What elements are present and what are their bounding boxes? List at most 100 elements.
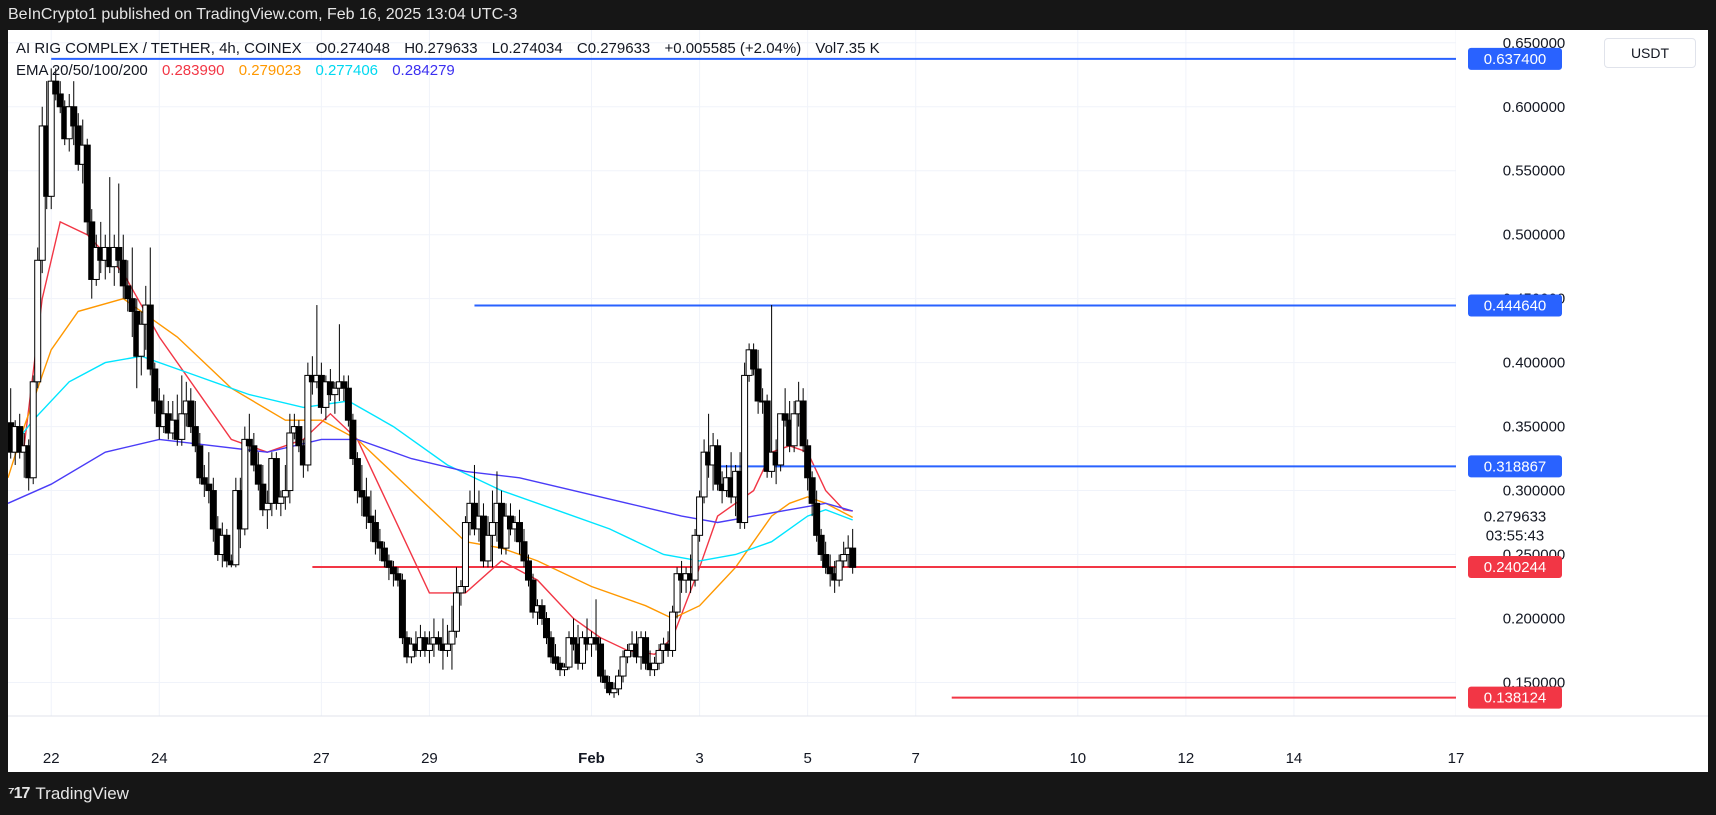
candle-body — [254, 464, 262, 485]
candle-body — [83, 144, 91, 223]
candle — [47, 68, 55, 210]
footer-brand[interactable]: TradingView — [35, 784, 129, 803]
candle-body — [389, 566, 397, 575]
level-price-tag — [1468, 555, 1562, 578]
candle-body — [673, 573, 681, 613]
candle — [691, 528, 699, 587]
candle — [304, 362, 312, 472]
legend-close: C0.279633 — [576, 40, 651, 57]
candle — [196, 432, 204, 485]
y-tick-label: 0.600000 — [1503, 99, 1566, 116]
candle — [83, 138, 91, 235]
candle-body — [754, 368, 762, 402]
level-price-tag — [1468, 294, 1562, 317]
x-tick-label: 7 — [912, 750, 920, 767]
legend-ema100-value: 0.277406 — [315, 62, 379, 79]
candle-body — [259, 483, 267, 511]
candle-body — [597, 643, 605, 677]
candle — [389, 560, 397, 587]
footer-bar: ⁷17 TradingView — [0, 772, 1716, 815]
candle — [538, 599, 546, 625]
candle-body — [714, 445, 722, 485]
candle — [254, 452, 262, 491]
candle — [524, 554, 532, 587]
candle-body — [70, 106, 78, 127]
candle-body — [538, 605, 546, 619]
candle-body — [552, 656, 560, 664]
candle-body — [457, 586, 465, 594]
candle-body — [781, 413, 789, 421]
candle-body — [362, 496, 370, 517]
legend-ema50-value: 0.279023 — [238, 62, 302, 79]
candle-body — [700, 451, 708, 498]
candle-body — [344, 387, 352, 421]
candle — [263, 490, 271, 529]
candle-body — [840, 554, 848, 562]
level-price-tag — [1468, 686, 1562, 709]
candle-body — [822, 554, 830, 568]
candle — [398, 573, 406, 645]
candle-body — [380, 547, 388, 562]
candle — [484, 516, 492, 568]
last-price-tag — [1468, 504, 1562, 547]
candle-body — [808, 477, 816, 504]
candle — [371, 509, 379, 555]
candle — [790, 401, 798, 453]
x-tick-label: 27 — [313, 750, 330, 767]
candle-body — [178, 413, 186, 440]
candle-body — [750, 349, 758, 370]
level-price-tag — [1468, 47, 1562, 70]
ema-line-ema200 — [8, 438, 853, 524]
candle-body — [47, 80, 55, 197]
legend-change: +0.005585 (+2.04%) — [664, 40, 802, 57]
candle-body — [245, 438, 253, 447]
candle — [200, 464, 208, 497]
candle — [349, 413, 357, 465]
legend-ema-label[interactable]: EMA 20/50/100/200 — [16, 62, 148, 79]
candle — [340, 375, 348, 401]
candle-body — [542, 617, 550, 639]
candle-body — [353, 458, 361, 492]
candle — [461, 516, 469, 593]
candle-body — [592, 637, 600, 645]
candle-body — [524, 560, 532, 581]
candle-body — [223, 534, 231, 562]
candle — [353, 452, 361, 504]
candle — [673, 567, 681, 619]
candle — [115, 183, 123, 274]
candle-body — [561, 666, 569, 671]
candle-body — [349, 419, 357, 460]
legend-symbol[interactable]: AI RIG COMPLEX / TETHER, 4h, COINEX — [16, 40, 302, 57]
candle — [669, 605, 677, 657]
candle-body — [790, 413, 798, 447]
candle — [610, 682, 618, 698]
candle-body — [434, 637, 442, 645]
candle-body — [209, 490, 217, 530]
last-price-label: 0.279633 — [1484, 509, 1547, 526]
candle-body — [741, 374, 749, 524]
candle — [561, 663, 569, 677]
candle-body — [817, 534, 825, 556]
candle-body — [813, 502, 821, 536]
candle-body — [691, 534, 699, 581]
candle-body — [250, 445, 258, 466]
tradingview-logo-icon[interactable]: ⁷17 — [8, 785, 30, 802]
candle-body — [146, 304, 154, 370]
candle-body — [624, 649, 632, 658]
price-chart[interactable]: 0.1000000.1500000.2000000.2500000.300000… — [8, 30, 1708, 772]
candle — [286, 413, 294, 504]
candle-body — [669, 611, 677, 651]
candle — [448, 605, 456, 670]
candle-body — [610, 688, 618, 694]
chart-panel[interactable]: AI RIG COMPLEX / TETHER, 4h, COINEX O0.2… — [8, 30, 1708, 772]
candle-body — [696, 496, 704, 536]
currency-selector[interactable]: USDT — [1604, 38, 1696, 68]
x-tick-label: 14 — [1286, 750, 1303, 767]
candle-body — [448, 630, 456, 645]
candle-body — [34, 259, 42, 383]
candle — [556, 656, 564, 677]
candle-body — [16, 426, 24, 453]
candle — [394, 567, 402, 587]
candle-body — [56, 93, 64, 108]
publisher-text: BeInCrypto1 published on TradingView.com… — [8, 6, 518, 23]
